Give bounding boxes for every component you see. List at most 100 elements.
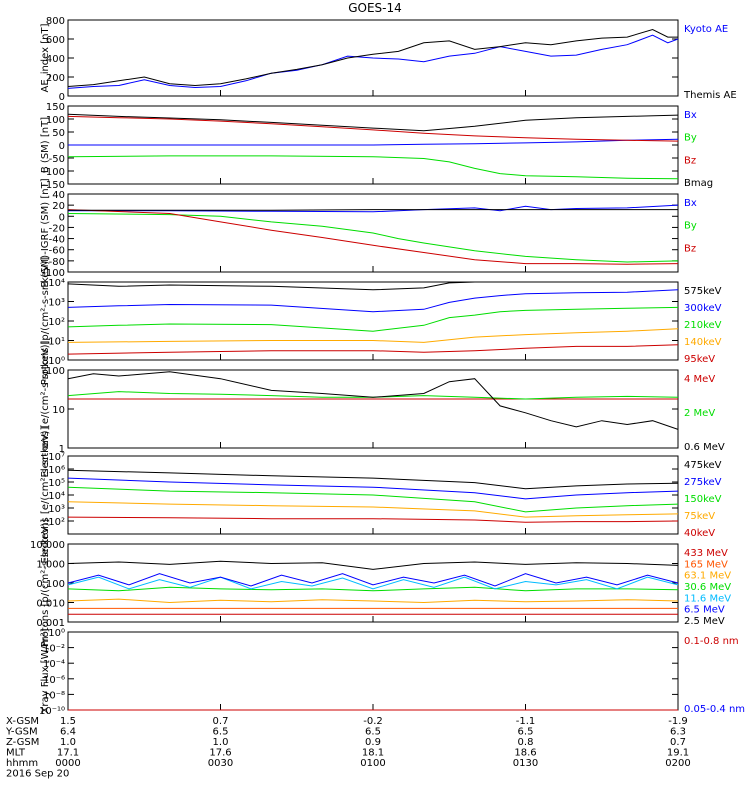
legend-entry: Bx [684, 110, 697, 121]
footer-value: 6.5 [365, 727, 381, 738]
y-tick-label: 1.000 [36, 560, 65, 571]
footer-row-label: Y-GSM [5, 727, 38, 738]
legend-entry: 150keV [684, 494, 722, 505]
footer-value: 18.1 [362, 748, 384, 759]
y-tick-label: 10⁻⁸ [43, 690, 65, 701]
y-axis-label: Xray Flux [W/m²] [40, 628, 51, 713]
series-line-63-1-mev [67, 598, 679, 604]
series-line-475kev [67, 469, 679, 490]
footer-value: 1.5 [60, 716, 76, 727]
legend-entry: Bx [684, 198, 697, 209]
y-axis-label: B (SM) [nT] [40, 117, 51, 173]
legend-entry: 433 MeV [684, 548, 728, 559]
series-line-by [67, 155, 679, 180]
y-tick-label: -100 [42, 268, 65, 279]
footer-row-label: X-GSM [6, 716, 39, 727]
legend-entry: Bz [684, 155, 696, 166]
legend-entry: 210keV [684, 320, 722, 331]
series-line-150kev [67, 486, 679, 513]
y-tick-label: -50 [49, 154, 65, 165]
legend-entry: 0.6 MeV [684, 442, 725, 453]
y-tick-label: 10⁴ [48, 491, 65, 502]
legend-entry: 6.5 MeV [684, 605, 725, 616]
series-line-bz [67, 209, 679, 265]
y-tick-label: 10² [48, 317, 65, 328]
y-tick-label: 150 [46, 102, 65, 113]
series-line-bmag [67, 113, 679, 132]
footer-value: 19.1 [667, 748, 689, 759]
chart-title: GOES-14 [348, 1, 402, 15]
series-line-bz [67, 115, 679, 142]
series-line-30-6-mev [67, 586, 679, 592]
legend-entry: Kyoto AE [684, 24, 728, 35]
y-tick-label: 800 [46, 16, 65, 27]
series-line-0-6-mev [67, 371, 679, 430]
legend-entry: 575keV [684, 286, 722, 297]
footer-value: 0130 [513, 758, 538, 769]
y-axis-label: B (SM)-IGRF (SM) [nT] [40, 178, 51, 287]
series-line-275kev [67, 477, 679, 500]
footer-value: -1.9 [668, 716, 688, 727]
footer-value: 18.6 [514, 748, 536, 759]
series-line-300kev [67, 289, 679, 313]
footer-value: 6.5 [518, 727, 534, 738]
y-tick-label: 600 [46, 35, 65, 46]
footer-value: 0.7 [670, 737, 686, 748]
legend-entry: By [684, 221, 697, 232]
footer-value: -1.1 [516, 716, 536, 727]
series-line-unnamed [68, 209, 678, 211]
series-line-by [67, 213, 679, 263]
y-tick-label: 10⁻² [43, 644, 65, 655]
series-line-95kev [67, 344, 679, 355]
legend-entry: 11.6 MeV [684, 593, 731, 604]
y-tick-label: 0 [59, 212, 65, 223]
legend-entry: 40keV [684, 528, 715, 539]
series-line-themis-ae [67, 28, 678, 87]
footer-value: 1.0 [213, 737, 229, 748]
y-tick-label: 10³ [48, 504, 65, 515]
footer-value: 0.8 [518, 737, 534, 748]
y-tick-label: -80 [49, 257, 65, 268]
series-line-140kev [67, 328, 679, 343]
legend-entry: 0.1-0.8 nm [684, 636, 739, 647]
footer-value: 17.1 [57, 748, 79, 759]
footer-value: 6.5 [213, 727, 229, 738]
y-tick-label: -20 [49, 223, 65, 234]
footer-value: 0000 [55, 758, 80, 769]
y-tick-label: 10.000 [30, 540, 65, 551]
y-tick-label: 10⁻⁶ [43, 675, 65, 686]
series-line-210kev [67, 306, 679, 332]
footer-row-label: hhmm [6, 758, 38, 769]
legend-entry: Themis AE [683, 90, 737, 101]
legend-entry: 63.1 MeV [684, 571, 731, 582]
series-line-bx [68, 204, 679, 213]
legend-entry: 95keV [684, 354, 715, 365]
legend-entry: 4 MeV [684, 374, 715, 385]
y-tick-label: 10 [52, 405, 65, 416]
legend-entry: 275keV [684, 477, 722, 488]
footer-value: 0.7 [213, 716, 229, 727]
y-tick-label: 20 [52, 201, 65, 212]
legend-entry: 475keV [684, 460, 722, 471]
legend-entry: 300keV [684, 303, 722, 314]
y-tick-label: 1 [59, 444, 65, 455]
y-tick-label: 10⁰ [48, 628, 65, 639]
footer-value: -0.2 [363, 716, 383, 727]
series-line-11-6-mev [67, 576, 679, 590]
footer-value: 0100 [360, 758, 385, 769]
panel-frame-5 [67, 369, 679, 449]
y-tick-label: 10⁴ [48, 278, 65, 289]
footer-value: 6.4 [60, 727, 76, 738]
y-tick-label: 10⁶ [48, 465, 65, 476]
y-tick-label: 10⁵ [48, 478, 65, 489]
y-tick-label: 100 [46, 115, 65, 126]
series-line-6-5-mev [67, 573, 679, 587]
y-tick-label: -60 [49, 246, 65, 257]
y-tick-label: 40 [52, 190, 65, 201]
legend-entry: 2.5 MeV [684, 616, 725, 627]
series-line-2-5-mev [67, 560, 679, 570]
legend-entry: 30.6 MeV [684, 582, 731, 593]
y-tick-label: 200 [46, 73, 65, 84]
series-line-2-mev [67, 391, 679, 400]
y-tick-label: 10⁷ [48, 452, 65, 463]
